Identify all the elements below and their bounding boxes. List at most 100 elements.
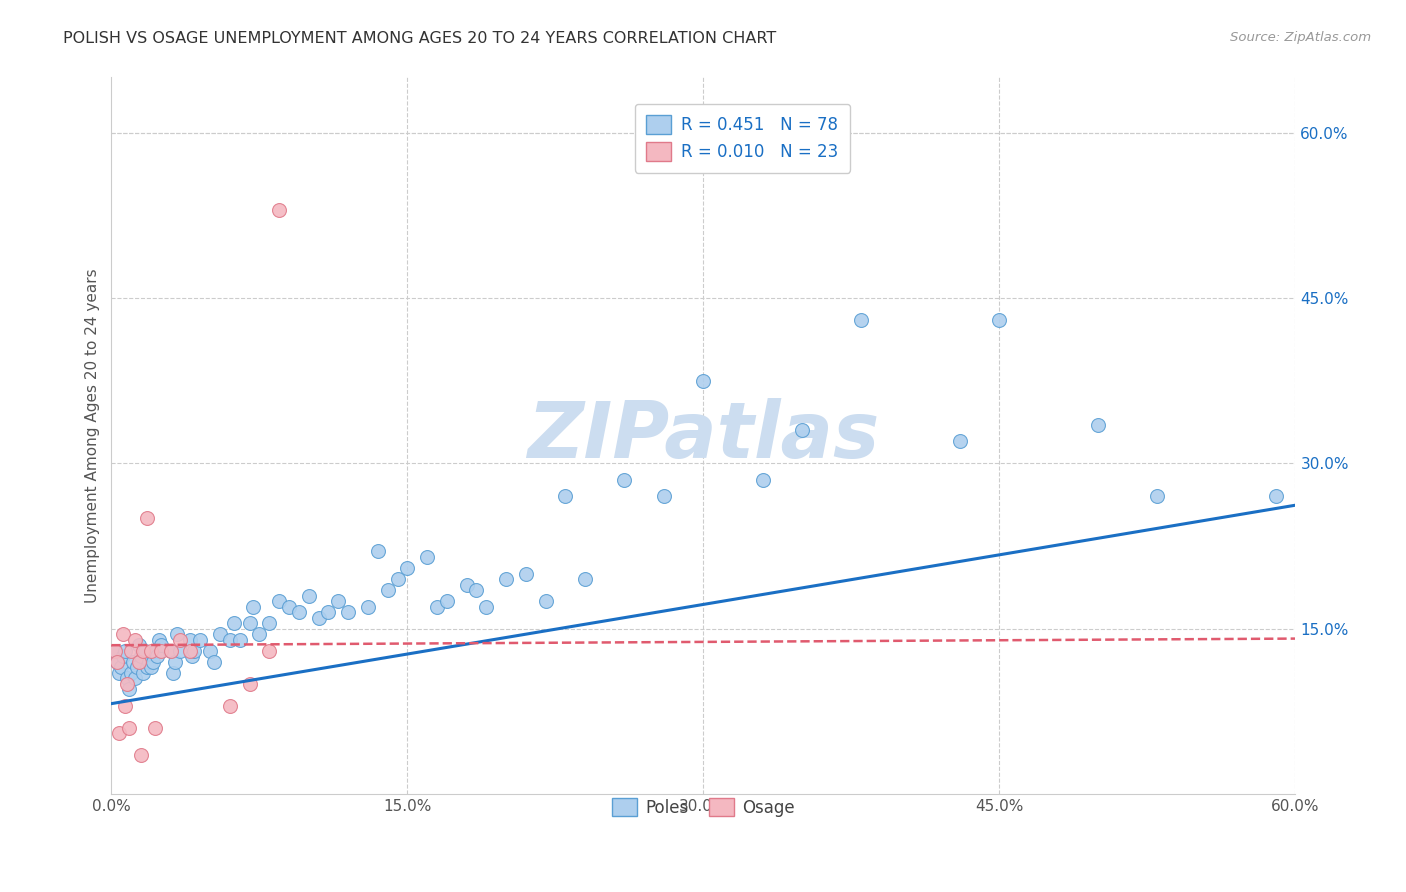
Point — [149, 638, 172, 652]
Point — [475, 599, 498, 614]
Point — [238, 677, 260, 691]
Point — [148, 632, 170, 647]
Point — [122, 655, 145, 669]
Y-axis label: Unemployment Among Ages 20 to 24 years: Unemployment Among Ages 20 to 24 years — [86, 268, 100, 603]
Point — [142, 655, 165, 669]
Point — [179, 632, 201, 647]
Point — [367, 544, 389, 558]
Point — [534, 594, 557, 608]
Point — [120, 644, 142, 658]
Point — [143, 644, 166, 658]
Point — [105, 655, 128, 669]
Point — [149, 644, 172, 658]
Point — [554, 489, 576, 503]
Point — [426, 599, 449, 614]
Point — [115, 677, 138, 691]
Point — [465, 583, 488, 598]
Point — [242, 599, 264, 614]
Point — [114, 644, 136, 658]
Point — [238, 616, 260, 631]
Point — [202, 655, 225, 669]
Point — [318, 605, 340, 619]
Point — [574, 572, 596, 586]
Point — [136, 660, 159, 674]
Point — [132, 644, 155, 658]
Text: Source: ZipAtlas.com: Source: ZipAtlas.com — [1230, 31, 1371, 45]
Point — [249, 627, 271, 641]
Point — [208, 627, 231, 641]
Point — [115, 671, 138, 685]
Point — [139, 644, 162, 658]
Point — [132, 665, 155, 680]
Point — [104, 644, 127, 658]
Point — [125, 660, 148, 674]
Point — [124, 671, 146, 685]
Point — [105, 655, 128, 669]
Point — [134, 644, 156, 658]
Point — [146, 649, 169, 664]
Point — [218, 632, 240, 647]
Point — [163, 655, 186, 669]
Legend: Poles, Osage: Poles, Osage — [603, 789, 803, 825]
Point — [183, 644, 205, 658]
Point — [396, 561, 419, 575]
Point — [613, 473, 636, 487]
Point — [169, 644, 191, 658]
Point — [188, 632, 211, 647]
Point — [269, 594, 291, 608]
Point — [114, 698, 136, 713]
Point — [118, 721, 141, 735]
Point — [112, 649, 135, 664]
Point — [259, 616, 281, 631]
Point — [110, 660, 132, 674]
Point — [179, 644, 201, 658]
Point — [162, 665, 184, 680]
Point — [328, 594, 350, 608]
Point — [169, 632, 191, 647]
Point — [181, 649, 204, 664]
Point — [1146, 489, 1168, 503]
Point — [138, 655, 160, 669]
Point — [218, 698, 240, 713]
Point — [269, 202, 291, 217]
Text: POLISH VS OSAGE UNEMPLOYMENT AMONG AGES 20 TO 24 YEARS CORRELATION CHART: POLISH VS OSAGE UNEMPLOYMENT AMONG AGES … — [63, 31, 776, 46]
Point — [228, 632, 250, 647]
Point — [104, 644, 127, 658]
Point — [278, 599, 301, 614]
Point — [1264, 489, 1286, 503]
Point — [120, 665, 142, 680]
Point — [288, 605, 311, 619]
Point — [108, 665, 131, 680]
Point — [495, 572, 517, 586]
Point — [139, 660, 162, 674]
Point — [416, 549, 439, 564]
Point — [387, 572, 409, 586]
Point — [259, 644, 281, 658]
Point — [652, 489, 675, 503]
Point — [129, 748, 152, 763]
Point — [1087, 417, 1109, 432]
Point — [129, 649, 152, 664]
Point — [377, 583, 399, 598]
Point — [159, 644, 181, 658]
Point — [515, 566, 537, 581]
Point — [118, 682, 141, 697]
Point — [159, 644, 181, 658]
Text: ZIPatlas: ZIPatlas — [527, 398, 880, 474]
Point — [337, 605, 360, 619]
Point — [692, 374, 714, 388]
Point — [751, 473, 773, 487]
Point — [949, 434, 972, 449]
Point — [456, 577, 478, 591]
Point — [124, 632, 146, 647]
Point — [851, 313, 873, 327]
Point — [298, 589, 321, 603]
Point — [222, 616, 245, 631]
Point — [136, 511, 159, 525]
Point — [308, 610, 330, 624]
Point — [436, 594, 458, 608]
Point — [988, 313, 1011, 327]
Point — [128, 655, 150, 669]
Point — [128, 638, 150, 652]
Point — [166, 627, 188, 641]
